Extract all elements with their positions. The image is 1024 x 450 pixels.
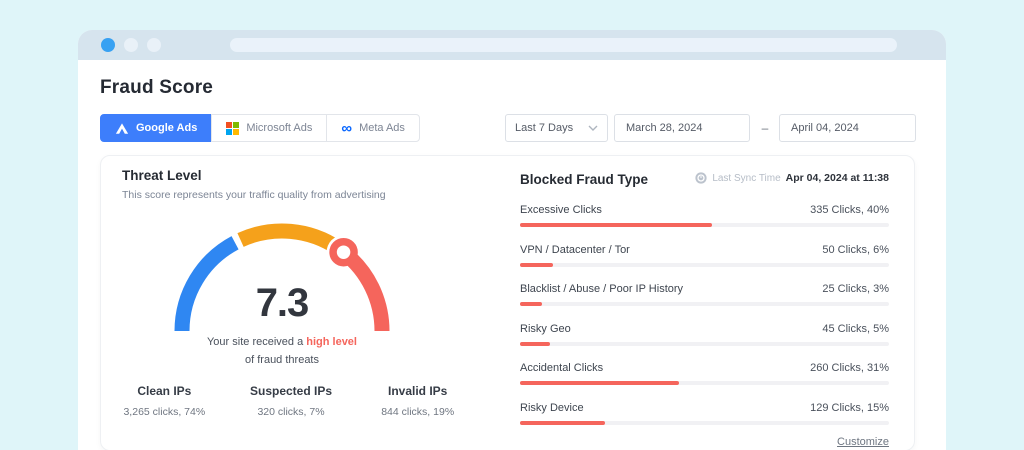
gauge-segment-mid (237, 223, 343, 255)
gauge-segment-low (174, 236, 239, 332)
stat-label: Suspected IPs (249, 384, 333, 398)
threat-caption: Your site received a high level of fraud… (122, 333, 442, 369)
chevron-down-icon (588, 125, 598, 131)
fraud-type-list: Excessive Clicks 335 Clicks, 40% VPN / D… (520, 200, 889, 438)
tab-google-ads[interactable]: Google Ads (100, 114, 213, 142)
date-range-separator: – (761, 121, 769, 135)
browser-chrome (78, 30, 946, 60)
fraud-row-label: Accidental Clicks (520, 362, 604, 375)
sync-label: Last Sync Time (712, 172, 781, 184)
microsoft-icon (226, 121, 240, 135)
fraud-row-bar (520, 262, 889, 267)
stat-value: 320 clicks, 7% (257, 406, 325, 418)
end-date-value: April 04, 2024 (791, 122, 859, 134)
google-ads-icon (115, 122, 129, 134)
fraud-row-bar (520, 223, 889, 227)
fraud-row-bar (520, 420, 889, 425)
last-sync: Last Sync Time Apr 04, 2024 at 11:38 (695, 172, 889, 184)
fraud-row-risky-geo: Risky Geo 45 Clicks, 5% (520, 319, 889, 359)
gauge-needle-icon (329, 237, 358, 267)
stat-label: Invalid IPs (388, 384, 448, 398)
date-range-value: Last 7 Days (515, 122, 574, 134)
fraud-row-bar (520, 341, 889, 346)
fraud-row-label: Excessive Clicks (520, 204, 602, 216)
browser-window: Fraud Score Google Ads Microsoft Ads ∞ M… (78, 30, 946, 450)
dashboard-card: Threat Level This score represents your … (100, 155, 915, 450)
fraud-row-value: 50 Clicks, 6% (822, 243, 889, 256)
fraud-row-accidental-clicks: Accidental Clicks 260 Clicks, 31% (520, 358, 889, 398)
tab-microsoft-ads[interactable]: Microsoft Ads (211, 114, 328, 142)
date-range-select[interactable]: Last 7 Days (505, 114, 608, 142)
stat-value: 3,265 clicks, 74% (123, 406, 206, 418)
threat-level-subtitle: This score represents your traffic quali… (122, 189, 386, 201)
caption-line2: of fraud threats (245, 354, 319, 366)
fraud-row-blacklist: Blacklist / Abuse / Poor IP History 25 C… (520, 279, 889, 319)
fraud-row-vpn: VPN / Datacenter / Tor 50 Clicks, 6% (520, 240, 889, 280)
stat-label: Clean IPs (137, 384, 192, 398)
fraud-row-value: 25 Clicks, 3% (822, 283, 889, 296)
tab-label: Meta Ads (359, 122, 405, 134)
fraud-row-label: Risky Geo (520, 322, 571, 335)
fraud-row-label: Risky Device (520, 401, 584, 414)
gauge-needle-halo (326, 235, 361, 270)
fraud-row-value: 129 Clicks, 15% (810, 401, 889, 414)
ip-stats: Clean IPs 3,265 clicks, 74% Suspected IP… (101, 384, 481, 418)
fraud-row-bar (520, 302, 889, 307)
threat-gauge: 7.3 (167, 216, 397, 346)
fraud-row-value: 260 Clicks, 31% (810, 362, 889, 375)
tab-label: Google Ads (136, 122, 198, 134)
page-title: Fraud Score (100, 77, 214, 98)
gauge-segment-high (338, 246, 390, 332)
fraud-row-value: 45 Clicks, 5% (822, 322, 889, 335)
stat-value: 844 clicks, 19% (381, 406, 455, 418)
threat-level-title: Threat Level (122, 168, 202, 183)
customize-link[interactable]: Customize (837, 436, 889, 448)
sync-clock-icon (695, 172, 707, 184)
threat-score-value: 7.3 (256, 281, 309, 325)
window-dot-2[interactable] (124, 38, 138, 52)
address-bar[interactable] (230, 38, 897, 52)
fraud-row-bar (520, 381, 889, 386)
start-date-input[interactable]: March 28, 2024 (614, 114, 750, 142)
window-dot-3[interactable] (147, 38, 161, 52)
fraud-row-label: Blacklist / Abuse / Poor IP History (520, 283, 684, 296)
start-date-value: March 28, 2024 (626, 122, 703, 134)
sync-value: Apr 04, 2024 at 11:38 (785, 172, 889, 184)
caption-highlight: high level (306, 336, 357, 348)
caption-prefix: Your site received a (206, 336, 307, 348)
fraud-row-value: 335 Clicks, 40% (810, 204, 889, 216)
window-dot-1[interactable] (101, 38, 115, 52)
fraud-row-label: VPN / Datacenter / Tor (520, 243, 630, 256)
stat-suspected-ips: Suspected IPs 320 clicks, 7% (228, 384, 355, 418)
blocked-fraud-title: Blocked Fraud Type (520, 172, 649, 187)
fraud-row-risky-device: Risky Device 129 Clicks, 15% (520, 398, 889, 438)
ad-platform-tabs: Google Ads Microsoft Ads ∞ Meta Ads (100, 114, 420, 142)
stat-invalid-ips: Invalid IPs 844 clicks, 19% (354, 384, 481, 418)
meta-icon: ∞ (341, 119, 353, 137)
end-date-input[interactable]: April 04, 2024 (779, 114, 916, 142)
tab-label: Microsoft Ads (246, 122, 313, 134)
fraud-row-excessive-clicks: Excessive Clicks 335 Clicks, 40% (520, 200, 889, 240)
tab-meta-ads[interactable]: ∞ Meta Ads (326, 114, 420, 142)
stat-clean-ips: Clean IPs 3,265 clicks, 74% (101, 384, 228, 418)
